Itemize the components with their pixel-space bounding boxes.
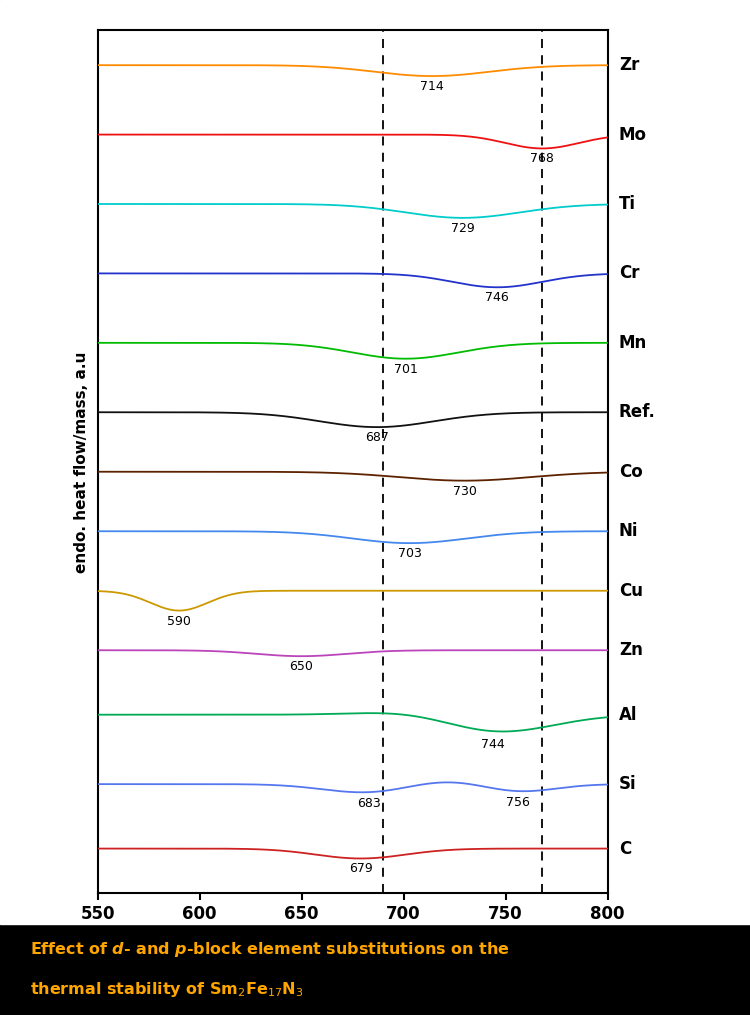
Text: 768: 768 xyxy=(530,152,554,165)
Text: Cr: Cr xyxy=(619,265,639,282)
Text: Ti: Ti xyxy=(619,195,636,213)
Text: Mo: Mo xyxy=(619,126,646,143)
Text: Ref.: Ref. xyxy=(619,403,656,421)
Text: C: C xyxy=(619,839,631,858)
Text: 730: 730 xyxy=(453,484,477,497)
Text: 701: 701 xyxy=(394,362,418,376)
Text: 679: 679 xyxy=(349,863,373,876)
Text: 756: 756 xyxy=(506,796,530,809)
Text: 703: 703 xyxy=(398,547,422,560)
Text: Zn: Zn xyxy=(619,641,643,659)
Text: 746: 746 xyxy=(485,291,509,304)
Text: Cu: Cu xyxy=(619,582,643,600)
X-axis label: T, °C: T, °C xyxy=(328,930,377,949)
Text: Si: Si xyxy=(619,775,636,793)
Text: 683: 683 xyxy=(357,797,381,810)
Text: Effect of $\bfit{d}$- and $\bfit{p}$-block element substitutions on the: Effect of $\bfit{d}$- and $\bfit{p}$-blo… xyxy=(30,940,509,958)
Text: Zr: Zr xyxy=(619,56,639,74)
Text: 744: 744 xyxy=(482,738,506,750)
Text: thermal stability of Sm$_2$Fe$_{17}$N$_3$: thermal stability of Sm$_2$Fe$_{17}$N$_3… xyxy=(30,980,304,999)
Text: 650: 650 xyxy=(290,660,314,673)
Text: Co: Co xyxy=(619,463,643,481)
Text: Al: Al xyxy=(619,705,638,724)
Text: 729: 729 xyxy=(451,222,475,234)
Text: 590: 590 xyxy=(167,614,191,627)
Text: 687: 687 xyxy=(365,431,389,445)
Text: Ni: Ni xyxy=(619,523,638,540)
Y-axis label: endo. heat flow/mass, a.u: endo. heat flow/mass, a.u xyxy=(74,351,89,572)
Text: Mn: Mn xyxy=(619,334,647,352)
Text: 714: 714 xyxy=(420,80,444,93)
